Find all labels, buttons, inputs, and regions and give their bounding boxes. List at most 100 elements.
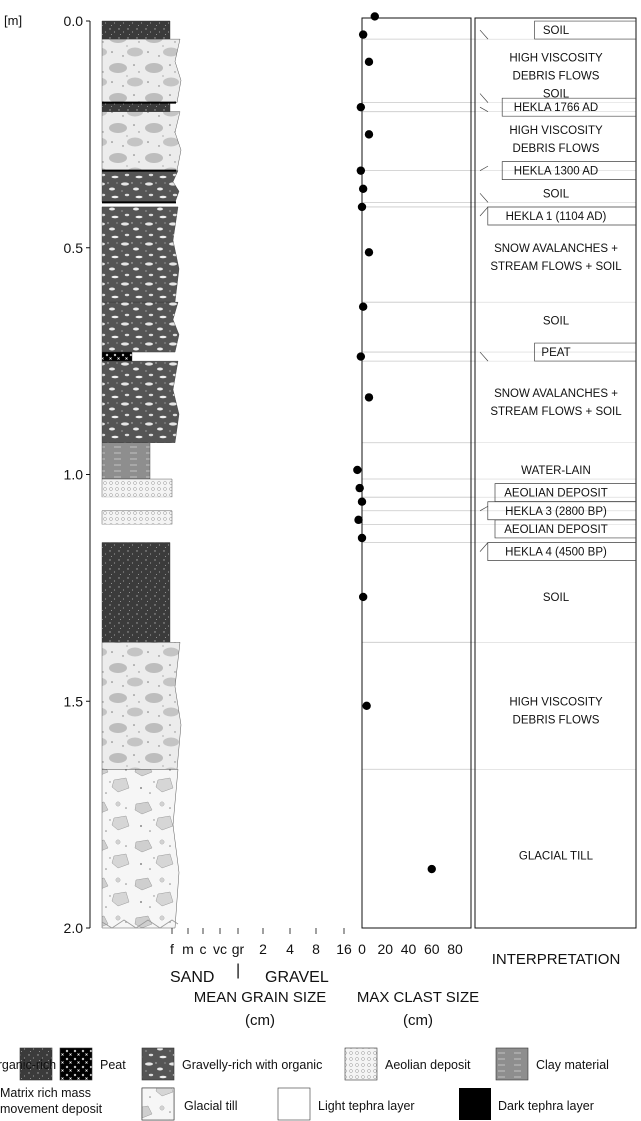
grain-tick-label: 2 <box>259 941 267 957</box>
grain-tick-label: m <box>182 941 194 957</box>
legend-swatch <box>277 1087 311 1121</box>
lithology-unit-aeolian <box>101 510 173 525</box>
grain-size-axis: f m c vc gr 2 4 8 16 SAND | GRAVEL MEAN GRAIN SI… <box>170 928 352 1029</box>
interpretation-box <box>487 542 636 561</box>
clast-point <box>356 352 366 361</box>
sand-label: SAND <box>170 969 214 986</box>
lithology-unit-gravelly <box>101 206 180 303</box>
clast-point <box>357 202 367 212</box>
clast-point <box>427 864 436 874</box>
legend-swatch <box>459 1088 491 1120</box>
interpretation-connector <box>479 106 489 113</box>
grain-tick-label: c <box>200 941 207 957</box>
grain-tick-label: vc <box>213 941 227 957</box>
interpretation-connector <box>479 351 489 362</box>
clast-tick-label: 20 <box>377 941 393 957</box>
clast-point <box>357 533 367 543</box>
legend-label: Glacial till <box>184 1099 238 1113</box>
interpretation-label: SOIL <box>543 592 570 604</box>
interpretation-label: SOIL <box>543 315 570 327</box>
interpretation-label: DEBRIS FLOWS <box>513 70 600 82</box>
interpretation-label: HIGH VISCOSITY <box>509 696 603 708</box>
interpretation-label: SOIL <box>543 25 570 37</box>
interpretation-label: DEBRIS FLOWS <box>513 714 600 726</box>
interpretation-label: SNOW AVALANCHES + <box>494 388 618 400</box>
legend-label: Light tephra layer <box>318 1099 415 1113</box>
sand-gravel-separator: | <box>236 962 240 979</box>
clast-point <box>364 130 374 139</box>
interpretation-label: SNOW AVALANCHES + <box>494 243 618 255</box>
legend-label: Dark tephra layer <box>498 1099 594 1113</box>
clast-size-title-line2: (cm) <box>403 1012 433 1029</box>
depth-axis: [m] 0.0 0.5 1.0 1.5 2.0 <box>4 13 91 936</box>
depth-unit-label: [m] <box>4 13 22 28</box>
legend-swatch <box>141 1047 175 1081</box>
gravel-label: GRAVEL <box>265 969 329 986</box>
interpretation-box <box>501 97 636 117</box>
lithology-column <box>101 20 182 929</box>
interpretation-connector <box>479 193 489 203</box>
interpretation-label: GLACIAL TILL <box>519 850 594 862</box>
interpretation-label: WATER-LAIN <box>521 465 591 477</box>
lithology-unit-organic <box>101 20 171 40</box>
grain-tick-label: 16 <box>336 941 352 957</box>
clast-point <box>362 701 371 710</box>
clast-point <box>357 497 367 506</box>
clast-size-axis: 0 20 40 60 80 MAX CLAST SIZE (cm) <box>357 941 479 1029</box>
interpretation-box <box>534 342 636 362</box>
lithology-unit-light <box>102 497 172 511</box>
interpretation-panel-frame <box>474 17 637 929</box>
lithology-unit-organic <box>101 102 171 112</box>
clast-point <box>364 57 374 67</box>
interpretation-label: HEKLA 3 (2800 BP) <box>505 506 607 518</box>
grain-size-title-line2: (cm) <box>245 1012 275 1029</box>
interpretation-label: DEBRIS FLOWS <box>513 143 600 155</box>
clast-point <box>364 248 374 257</box>
interpretation-label: HEKLA 1766 AD <box>514 102 598 114</box>
interpretation-label: SOIL <box>543 188 570 200</box>
interpretation-connector <box>479 542 489 552</box>
interpretation-connector <box>479 29 489 40</box>
depth-tick-labels: 0.0 0.5 1.0 1.5 2.0 <box>64 13 90 936</box>
interpretation-connector <box>479 505 489 512</box>
legend-label: Aeolian deposit <box>385 1058 471 1072</box>
grain-tick-label: 4 <box>286 941 294 957</box>
lithology-unit-aeolian <box>101 478 173 498</box>
column-base <box>101 919 179 929</box>
interpretation-label: STREAM FLOWS + SOIL <box>490 261 622 273</box>
clast-point <box>358 302 368 311</box>
clast-point <box>356 166 366 175</box>
lithology-unit-matrix <box>101 642 182 770</box>
grain-tick-label: gr <box>232 941 245 957</box>
interpretation-label: HEKLA 1 (1104 AD) <box>506 211 607 223</box>
interpretation-box <box>487 206 636 226</box>
clast-point <box>354 515 363 525</box>
legend-swatch <box>344 1047 378 1081</box>
interpretation-label: AEOLIAN DEPOSIT <box>504 488 608 500</box>
clast-size-panel <box>353 12 472 929</box>
interpretation-box <box>494 519 636 539</box>
interpretation-box <box>534 20 636 40</box>
clast-size-tick-labels: 0 20 40 60 80 <box>358 941 463 957</box>
clast-point <box>355 483 364 493</box>
depth-tick-label: 0.5 <box>64 240 84 256</box>
clast-point <box>364 393 374 402</box>
interpretation-box <box>501 161 636 181</box>
legend-label: Gravelly-rich with organic <box>182 1058 322 1072</box>
legend-swatch <box>141 1087 175 1121</box>
grain-tick-label: f <box>170 941 174 957</box>
depth-tick-label: 2.0 <box>64 920 84 936</box>
lithology-unit-gravelly <box>101 301 180 353</box>
lithology-unit-organic <box>101 542 171 643</box>
grain-size-tick-labels: f m c vc gr 2 4 8 16 <box>170 928 352 957</box>
interpretation-connector <box>479 165 489 171</box>
interpretation-connector <box>479 93 489 103</box>
clast-panel-frame <box>361 17 472 929</box>
interpretation-label: SOIL <box>543 89 570 101</box>
legend-swatch <box>495 1047 529 1081</box>
clast-point <box>358 592 368 602</box>
legend-label: Organic-rich <box>0 1058 56 1072</box>
